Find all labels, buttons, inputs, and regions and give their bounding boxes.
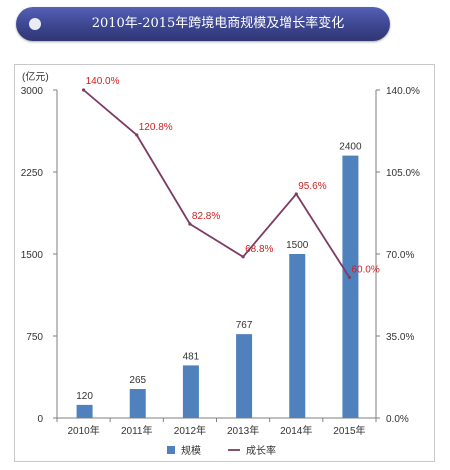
growth-rate-label: 95.6% xyxy=(298,181,326,192)
chart-title: 2010年-2015年跨境电商规模及增长率变化 xyxy=(91,16,345,31)
chart-frame xyxy=(14,64,435,462)
title-banner: 2010年-2015年跨境电商规模及增长率变化 xyxy=(16,7,390,41)
growth-rate-label: 68.8% xyxy=(245,244,273,255)
y-tick-label-left: 1500 xyxy=(21,250,44,261)
bar-value-label: 2400 xyxy=(339,142,362,153)
bar xyxy=(76,404,93,418)
bar xyxy=(236,334,253,418)
x-tick-label: 2013年 xyxy=(227,424,259,437)
growth-rate-line xyxy=(83,89,351,278)
growth-rate-label: 140.0% xyxy=(86,76,120,87)
x-tick-label: 2012年 xyxy=(174,424,206,437)
legend-label-bar: 规模 xyxy=(181,444,201,457)
growth-rate-point xyxy=(81,88,86,92)
bar xyxy=(342,155,359,418)
y-tick-label-left: 0 xyxy=(37,414,43,425)
growth-rate-label: 60.0% xyxy=(351,264,379,275)
legend-label-line: 成长率 xyxy=(246,444,276,457)
bar xyxy=(182,365,199,418)
growth-rate-point xyxy=(241,255,245,259)
bullet-icon xyxy=(29,18,41,30)
y-tick-label-right: 35.0% xyxy=(386,332,414,343)
growth-rate-point xyxy=(294,192,298,196)
growth-rate-point xyxy=(135,133,139,137)
y-tick-label-right: 140.0% xyxy=(386,86,420,97)
x-tick-label: 2010年 xyxy=(67,424,99,437)
x-tick-label: 2014年 xyxy=(280,424,312,437)
y-tick-label-left: 2250 xyxy=(21,168,44,179)
x-tick-label: 2015年 xyxy=(333,424,365,437)
y-tick-label-right: 70.0% xyxy=(386,250,414,261)
bar-value-label: 1500 xyxy=(286,240,309,251)
y-tick-label-left: 750 xyxy=(26,332,43,343)
bar-value-label: 767 xyxy=(236,320,253,331)
growth-rate-point xyxy=(347,275,352,280)
y-unit-label: (亿元) xyxy=(22,70,49,83)
x-tick-label: 2011年 xyxy=(121,424,153,437)
growth-rate-label: 82.8% xyxy=(192,211,220,222)
y-tick-label-right: 105.0% xyxy=(386,168,420,179)
bar-value-label: 120 xyxy=(76,391,93,402)
bar xyxy=(289,254,306,418)
bar xyxy=(129,389,146,418)
legend-swatch-bar xyxy=(167,446,175,454)
growth-rate-label: 120.8% xyxy=(139,122,173,133)
y-tick-label-left: 3000 xyxy=(21,86,44,97)
growth-rate-point xyxy=(188,222,192,226)
bar-value-label: 265 xyxy=(129,375,146,386)
bar-value-label: 481 xyxy=(183,351,200,362)
y-tick-label-right: 0.0% xyxy=(386,414,409,425)
